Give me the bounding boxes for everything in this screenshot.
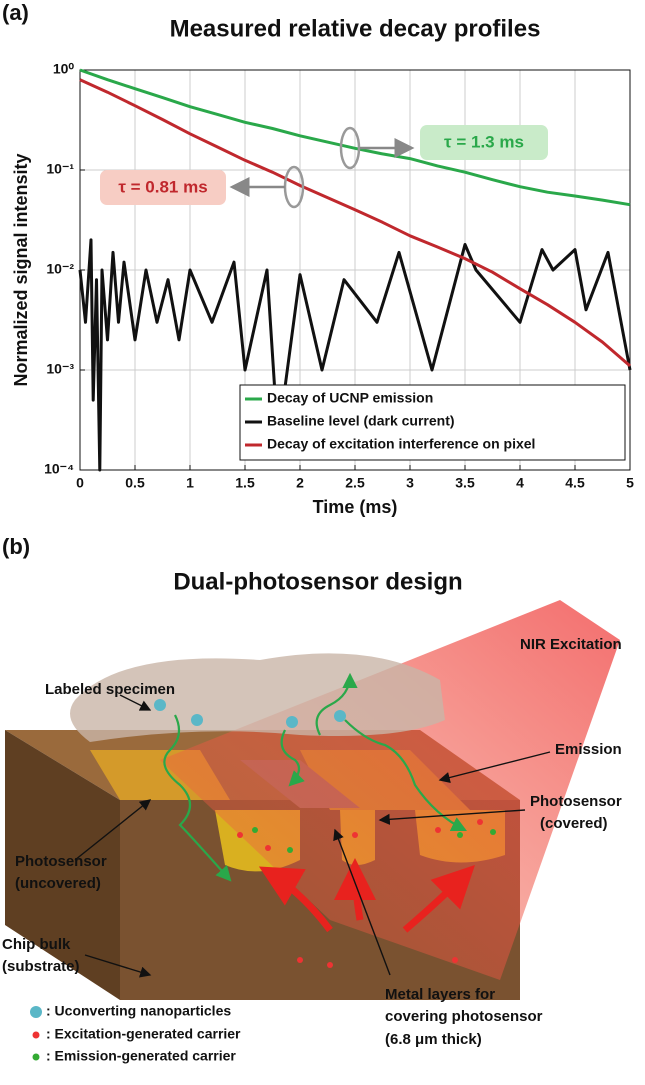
y-tick-label: 10⁻² <box>46 261 74 277</box>
label: Metal layers for <box>385 986 495 1003</box>
diagram-title: Dual-photosensor design <box>173 568 462 595</box>
panel-label: (a) <box>2 0 29 25</box>
diagram-labels: NIR Excitation Labeled specimen Emission… <box>2 636 622 1064</box>
label: (substrate) <box>2 958 80 975</box>
x-tick-label: 2 <box>296 475 304 491</box>
x-axis-label: Time (ms) <box>313 497 398 517</box>
annotation-box <box>420 125 548 160</box>
plot-area: 0 0.5 1 1.5 2 2.5 3 3.5 4 4.5 5 10⁻⁴ 10⁻³ 10⁻² 10⁻¹ 10⁰… <box>44 61 634 491</box>
series-line <box>79 68 631 207</box>
x-tick-label: 3 <box>406 475 414 491</box>
legend-box <box>239 384 626 461</box>
legend-entry: Decay of excitation interference on pixe… <box>267 436 535 452</box>
emission-arrows <box>163 672 467 882</box>
label: (covered) <box>540 815 608 832</box>
x-tick-label: 3.5 <box>455 475 475 491</box>
y-tick-label: 10⁻¹ <box>46 161 74 177</box>
chip-side <box>5 730 120 1000</box>
chip-illustration <box>5 600 620 1061</box>
y-tick-label: 10⁻⁴ <box>44 461 74 477</box>
x-tick-label: 4 <box>516 475 524 491</box>
carrier-arrows <box>258 858 475 933</box>
x-tick-label: 0 <box>76 475 84 491</box>
panel-label: (b) <box>2 534 30 559</box>
label: (6.8 μm thick) <box>385 1031 482 1048</box>
x-tick-label: 2.5 <box>345 475 365 491</box>
carriers <box>237 819 496 968</box>
legend-entry: Baseline level (dark current) <box>267 413 455 429</box>
label: covering photosensor <box>385 1008 543 1025</box>
callout-lines <box>74 694 551 978</box>
nir-beam <box>160 600 620 980</box>
x-tick-label: 0.5 <box>125 475 145 491</box>
nanoparticles <box>154 699 346 728</box>
label: (uncovered) <box>15 875 101 892</box>
legend-entry: Decay of UCNP emission <box>267 390 433 406</box>
chart-title: Measured relative decay profiles <box>170 15 541 42</box>
y-axis-label: Normalized signal intensity <box>11 153 31 386</box>
x-tick-label: 5 <box>626 475 634 491</box>
series-line <box>79 78 631 368</box>
x-tick-label: 4.5 <box>565 475 585 491</box>
series-line <box>78 238 632 472</box>
label: NIR Excitation <box>520 636 622 653</box>
annotation-box <box>100 170 226 205</box>
annotation: τ = 0.81 ms <box>118 177 207 196</box>
label: Photosensor <box>15 853 107 870</box>
annotation: τ = 1.3 ms <box>444 132 524 151</box>
legend-icons <box>30 1006 42 1061</box>
label: Chip bulk <box>2 936 71 953</box>
x-tick-label: 1 <box>186 475 194 491</box>
annotation-ellipse <box>339 126 361 170</box>
y-tick-label: 10⁰ <box>53 61 75 77</box>
legend-entry: : Excitation-generated carrier <box>46 1026 241 1042</box>
x-tick-label: 1.5 <box>235 475 255 491</box>
label: Labeled specimen <box>45 681 175 698</box>
y-tick-label: 10⁻³ <box>46 361 74 377</box>
label: Emission <box>555 741 622 758</box>
label: Photosensor <box>530 793 622 810</box>
legend-entry: : Uconverting nanoparticles <box>46 1003 231 1019</box>
legend-entry: : Emission-generated carrier <box>46 1048 236 1064</box>
